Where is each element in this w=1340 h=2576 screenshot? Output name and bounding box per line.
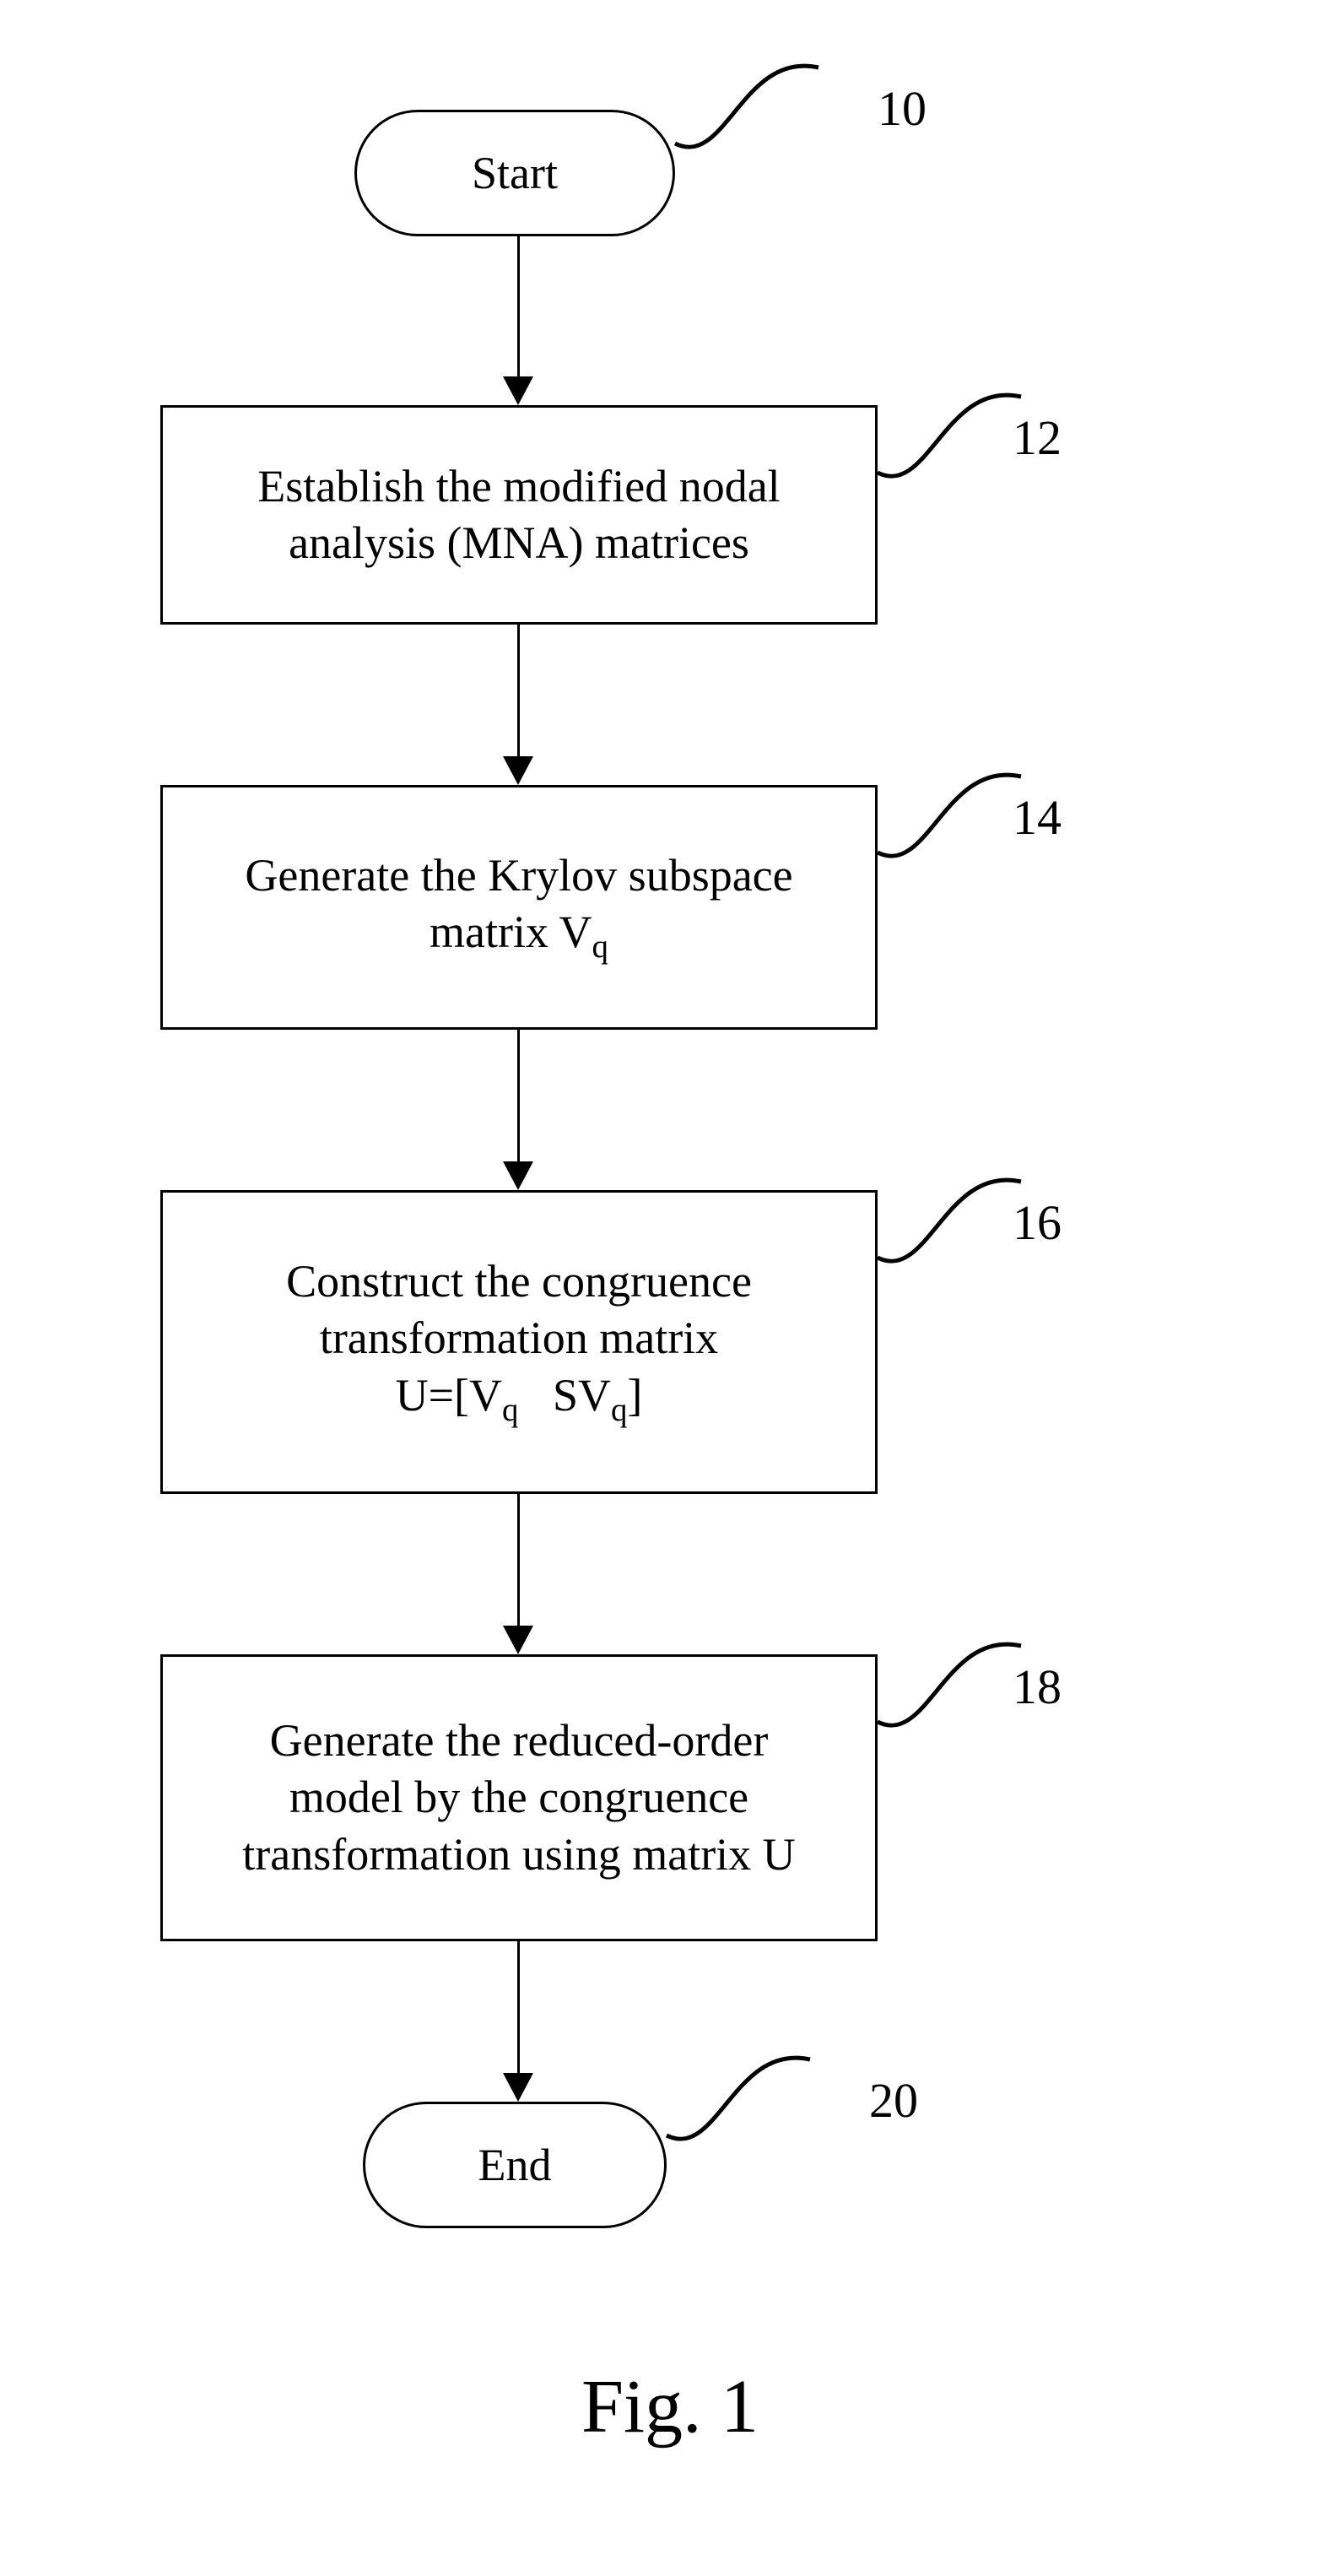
start-node-label: Start xyxy=(472,147,558,199)
arrow-5-line xyxy=(517,1941,520,2075)
arrow-5-head xyxy=(503,2073,533,2102)
callout-20-curve xyxy=(667,2034,886,2169)
step18-line3: transformation using matrix U xyxy=(242,1829,795,1880)
step16-l3s1: q xyxy=(502,1392,518,1428)
callout-10: 10 xyxy=(675,42,894,177)
arrow-3-head xyxy=(503,1161,533,1190)
step16-l3c: ] xyxy=(627,1370,642,1421)
arrow-4-line xyxy=(517,1494,520,1627)
step-12: Establish the modified nodal analysis (MN… xyxy=(160,405,878,625)
callout-10-number: 10 xyxy=(878,80,927,137)
callout-12-curve xyxy=(878,371,1097,506)
step16-line2: transformation matrix xyxy=(320,1312,718,1363)
end-node: End xyxy=(363,2102,667,2228)
step12-line1: Establish the modified nodal xyxy=(257,461,780,511)
step-16: Construct the congruencetransformation m… xyxy=(160,1190,878,1494)
arrow-2-head xyxy=(503,756,533,785)
callout-20: 20 xyxy=(667,2034,886,2169)
callout-14: 14 xyxy=(878,751,1097,886)
step16-l3s2: q xyxy=(611,1392,627,1428)
callout-12: 12 xyxy=(878,371,1097,506)
arrow-2-line xyxy=(517,625,520,758)
callout-14-number: 14 xyxy=(1013,789,1062,846)
callout-18-number: 18 xyxy=(1013,1659,1062,1715)
callout-16-curve xyxy=(878,1156,1097,1291)
figure-label: Fig. 1 xyxy=(0,2363,1340,2450)
callout-18-curve xyxy=(878,1621,1097,1756)
arrow-3-line xyxy=(517,1030,520,1163)
step-18: Generate the reduced-order model by the c… xyxy=(160,1654,878,1941)
start-node: Start xyxy=(354,110,675,236)
callout-14-curve xyxy=(878,751,1097,886)
step-14: Generate the Krylov subspacematrix Vq xyxy=(160,785,878,1030)
step16-l3b: SV xyxy=(518,1370,611,1421)
callout-20-number: 20 xyxy=(869,2072,918,2129)
callout-12-number: 12 xyxy=(1013,409,1062,466)
arrow-1-head xyxy=(503,376,533,405)
callout-10-curve xyxy=(675,42,894,177)
step14-line2-sub: q xyxy=(592,928,608,965)
step12-line2: analysis (MNA) matrices xyxy=(289,517,749,568)
step16-l3a: U=[V xyxy=(396,1370,502,1421)
step16-line1: Construct the congruence xyxy=(286,1256,752,1307)
arrow-1-line xyxy=(517,236,520,378)
end-node-label: End xyxy=(478,2139,552,2191)
step14-line2a: matrix V xyxy=(430,906,592,957)
callout-16-number: 16 xyxy=(1013,1194,1062,1251)
step18-line1: Generate the reduced-order xyxy=(270,1715,769,1766)
callout-18: 18 xyxy=(878,1621,1097,1756)
step18-line2: model by the congruence xyxy=(289,1772,748,1822)
callout-16: 16 xyxy=(878,1156,1097,1291)
arrow-4-head xyxy=(503,1626,533,1654)
step14-line1: Generate the Krylov subspace xyxy=(245,850,792,901)
